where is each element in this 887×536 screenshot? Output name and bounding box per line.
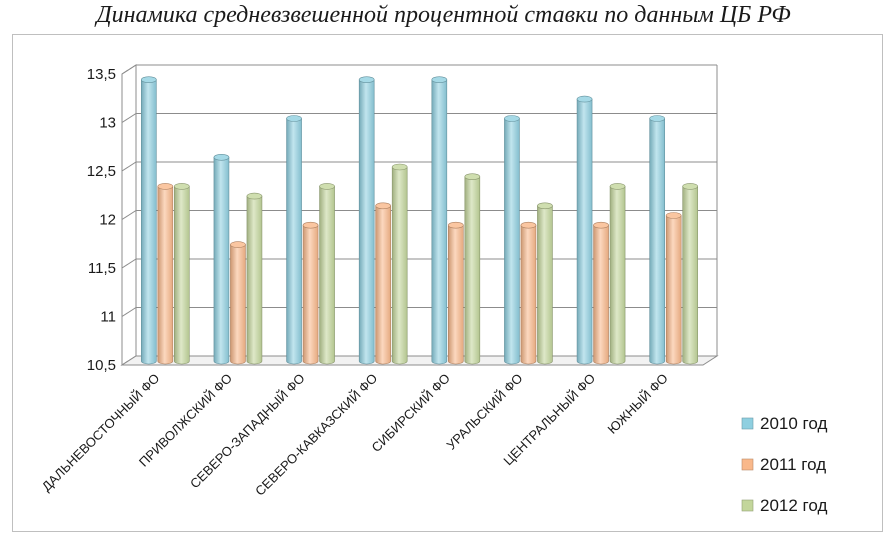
bar xyxy=(246,192,263,365)
category-label: СЕВЕРО-КАВКАЗСКИЙ ФО xyxy=(252,371,380,499)
bar xyxy=(593,221,609,365)
bar xyxy=(665,212,682,365)
y-tick-label: 13 xyxy=(99,115,116,132)
bar xyxy=(649,115,665,365)
bar xyxy=(141,76,157,365)
bar xyxy=(230,241,246,365)
chart-title: Динамика средневзвешенной процентной ста… xyxy=(96,2,791,28)
bar xyxy=(537,202,553,365)
legend-swatch xyxy=(741,417,754,430)
floor xyxy=(120,355,719,366)
bar xyxy=(286,115,302,365)
category-label: ДАЛЬНЕВОСТОЧНЫЙ ФО xyxy=(39,371,163,495)
bar xyxy=(375,202,391,365)
bar xyxy=(576,95,593,365)
bar xyxy=(448,221,464,365)
y-tick-label: 11 xyxy=(100,309,116,326)
category-label: ЮЖНЫЙ ФО xyxy=(605,371,671,437)
legend-label: 2010 год xyxy=(760,414,827,433)
legend-swatch xyxy=(741,499,754,512)
legend-label: 2011 год xyxy=(760,455,826,474)
chart-frame xyxy=(12,34,883,532)
bar xyxy=(358,76,375,365)
y-tick-label: 10,5 xyxy=(87,357,116,374)
bar xyxy=(213,154,230,365)
bar xyxy=(174,183,190,365)
bar xyxy=(302,221,319,365)
bar xyxy=(157,183,174,365)
y-tick-label: 11,5 xyxy=(88,260,116,277)
y-tick-label: 12 xyxy=(99,212,116,229)
bar xyxy=(520,221,537,365)
gridline xyxy=(121,161,717,172)
gridline xyxy=(121,113,717,123)
category-label: УРАЛЬСКИЙ ФО xyxy=(443,371,525,453)
bar xyxy=(504,115,520,365)
category-label: СИБИРСКИЙ ФО xyxy=(369,371,453,455)
bar xyxy=(609,183,626,365)
y-tick-label: 12,5 xyxy=(87,163,116,180)
legend-swatch xyxy=(741,458,754,471)
gridline xyxy=(121,64,717,75)
gridline xyxy=(121,210,717,220)
bar xyxy=(431,76,448,365)
y-tick-label: 13,5 xyxy=(87,66,116,83)
bar xyxy=(319,183,335,365)
legend-label: 2012 год xyxy=(760,496,827,515)
bar xyxy=(391,163,408,365)
bar xyxy=(464,173,481,365)
bar xyxy=(682,183,698,365)
